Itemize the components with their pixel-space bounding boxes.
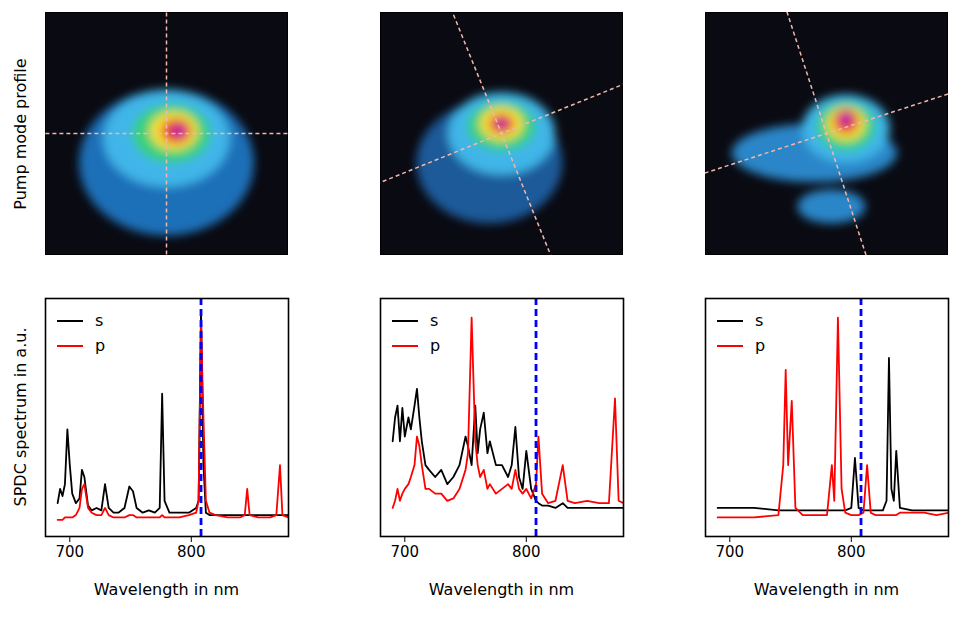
svg-text:700: 700 (55, 543, 84, 561)
svg-text:700: 700 (390, 543, 419, 561)
html-text:Pump mode profile: Pump mode profile (10, 57, 30, 210)
svg-text:800: 800 (512, 543, 541, 561)
svg-text:800: 800 (837, 543, 866, 561)
html-text:s: s (95, 311, 104, 330)
svg-text:700: 700 (715, 543, 744, 561)
html-text:Wavelength in nm: Wavelength in nm (753, 580, 900, 599)
html-text:p: p (95, 336, 106, 355)
html-text:p: p (430, 336, 441, 355)
html-text:s: s (755, 311, 764, 330)
svg-text:800: 800 (177, 543, 206, 561)
html-text:SPDC spectrum in a.u.: SPDC spectrum in a.u. (10, 327, 30, 507)
html-text:p: p (755, 336, 766, 355)
html-text:Wavelength in nm: Wavelength in nm (428, 580, 575, 599)
html-text:Wavelength in nm: Wavelength in nm (93, 580, 240, 599)
html-text:s: s (430, 311, 439, 330)
